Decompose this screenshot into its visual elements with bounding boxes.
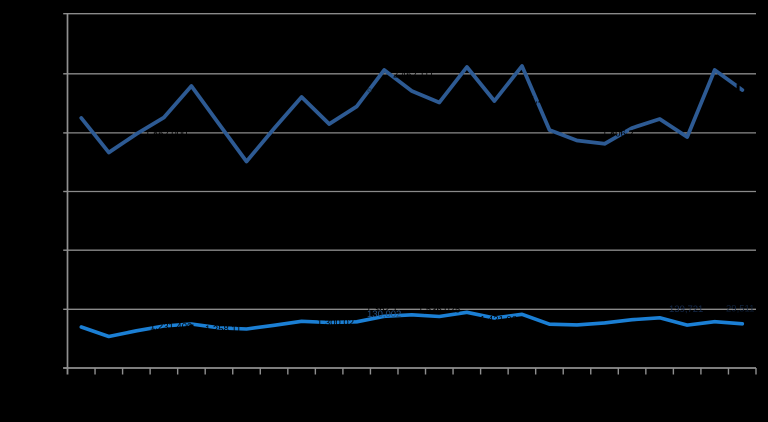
svg-text:2,462,111: 2,462,111 — [393, 69, 434, 80]
svg-text:1,2: 1,2 — [530, 95, 543, 106]
svg-text:29,511: 29,511 — [726, 304, 754, 315]
svg-text:1,536,025: 1,536,025 — [418, 305, 460, 316]
svg-text:1,421,06: 1,421,06 — [480, 314, 517, 325]
svg-text:1,258,11: 1,258,11 — [205, 324, 241, 335]
svg-text:1,300,02: 1,300,02 — [317, 317, 354, 328]
svg-text:139,721: 139,721 — [669, 304, 703, 315]
svg-text:1,231,400: 1,231,400 — [150, 322, 192, 333]
svg-text:130,002: 130,002 — [367, 309, 401, 320]
svg-text:1,362,1: 1,362,1 — [366, 304, 398, 315]
svg-text:1,862,000: 1,862,000 — [145, 128, 187, 139]
svg-text:1,806,2: 1,806,2 — [602, 129, 634, 140]
